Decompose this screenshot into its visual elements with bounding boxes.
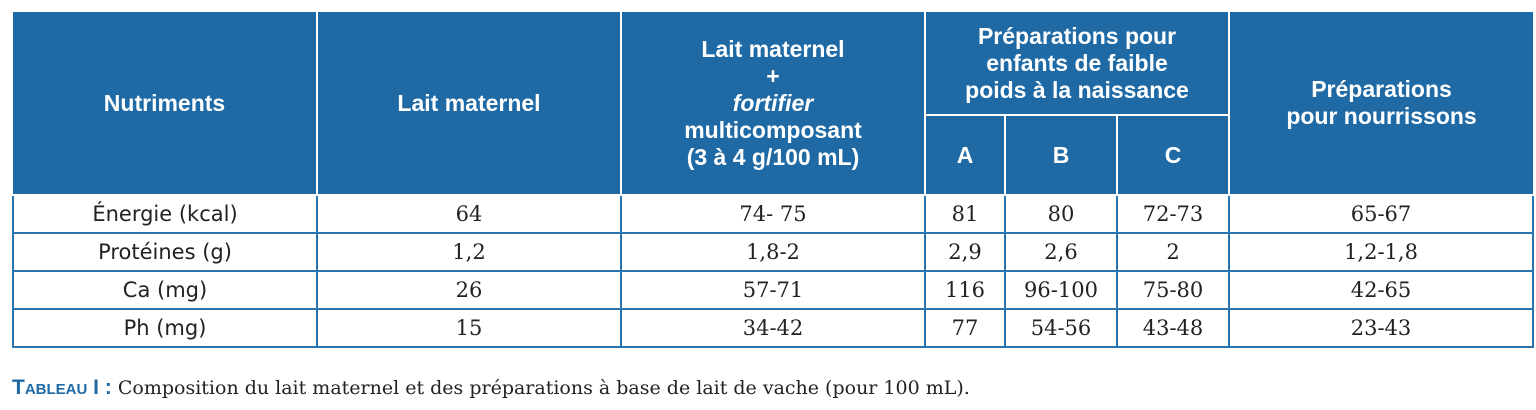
cell-a: 2,9: [924, 232, 1006, 272]
nutrition-table-container: Nutriments Lait maternel Lait maternel +…: [12, 12, 1535, 348]
cell-b: 96-100: [1004, 270, 1118, 310]
row-label: Ph (mg): [12, 308, 318, 348]
cell-fortified: 74- 75: [620, 194, 926, 234]
cell-c: 75-80: [1115, 270, 1231, 310]
header-nourrissons: Préparations pour nourrissons: [1228, 12, 1534, 196]
cell-b: 80: [1004, 194, 1118, 234]
cell-a: 116: [924, 270, 1006, 310]
header-lait-maternel-fortifier: Lait maternel + fortifier multicomposant…: [620, 12, 926, 196]
cell-nourrissons: 23-43: [1228, 308, 1535, 348]
header-faible-poids-line2: enfants de faible: [986, 49, 1168, 76]
cell-fortified: 1,8-2: [620, 232, 926, 272]
header-fortified-line1: Lait maternel: [701, 35, 845, 62]
cell-nourrissons: 65-67: [1228, 194, 1535, 234]
nutrition-table: Nutriments Lait maternel Lait maternel +…: [12, 12, 1535, 348]
cell-a: 81: [924, 194, 1006, 234]
cell-fortified: 34-42: [620, 308, 926, 348]
cell-c: 43-48: [1115, 308, 1231, 348]
table-row: Énergie (kcal) 64 74- 75 81 80 72-73 65-…: [12, 194, 1535, 234]
header-nutriments: Nutriments: [13, 12, 318, 196]
header-nourrissons-line2: pour nourrissons: [1286, 103, 1477, 129]
caption-text: Composition du lait maternel et des prép…: [111, 377, 970, 399]
table-row: Ph (mg) 15 34-42 77 54-56 43-48 23-43: [12, 308, 1535, 348]
row-label: Énergie (kcal): [12, 194, 318, 234]
cell-lait-maternel: 64: [316, 194, 622, 234]
cell-nourrissons: 1,2-1,8: [1228, 232, 1535, 272]
cell-lait-maternel: 26: [316, 270, 622, 310]
header-lait-maternel: Lait maternel: [316, 12, 622, 196]
header-fortified-multicomposant: multicomposant: [684, 116, 862, 143]
table-caption: Tableau I : Composition du lait maternel…: [12, 376, 970, 400]
header-sub-a: A: [924, 114, 1006, 196]
row-label: Protéines (g): [12, 232, 318, 272]
row-label: Ca (mg): [12, 270, 318, 310]
table-row: Protéines (g) 1,2 1,8-2 2,9 2,6 2 1,2-1,…: [12, 232, 1535, 272]
header-nourrissons-line1: Préparations: [1311, 76, 1452, 102]
cell-nourrissons: 42-65: [1228, 270, 1535, 310]
cell-b: 54-56: [1004, 308, 1118, 348]
header-fortified-dose: (3 à 4 g/100 mL): [686, 143, 860, 170]
cell-a: 77: [924, 308, 1006, 348]
cell-b: 2,6: [1004, 232, 1118, 272]
cell-c: 72-73: [1115, 194, 1231, 234]
header-faible-poids-line1: Préparations pour: [977, 22, 1177, 49]
header-faible-poids: Préparations pour enfants de faible poid…: [923, 12, 1231, 116]
cell-fortified: 57-71: [620, 270, 926, 310]
header-sub-c: C: [1115, 114, 1231, 196]
cell-c: 2: [1115, 232, 1231, 272]
caption-tag: Tableau I :: [12, 376, 112, 399]
table-row: Ca (mg) 26 57-71 116 96-100 75-80 42-65: [12, 270, 1535, 310]
cell-lait-maternel: 1,2: [316, 232, 622, 272]
header-fortified-plus: +: [766, 62, 780, 89]
header-faible-poids-line3: poids à la naissance: [965, 76, 1189, 103]
header-fortified-fortifier: fortifier: [732, 89, 814, 116]
cell-lait-maternel: 15: [316, 308, 622, 348]
header-sub-b: B: [1004, 114, 1118, 196]
